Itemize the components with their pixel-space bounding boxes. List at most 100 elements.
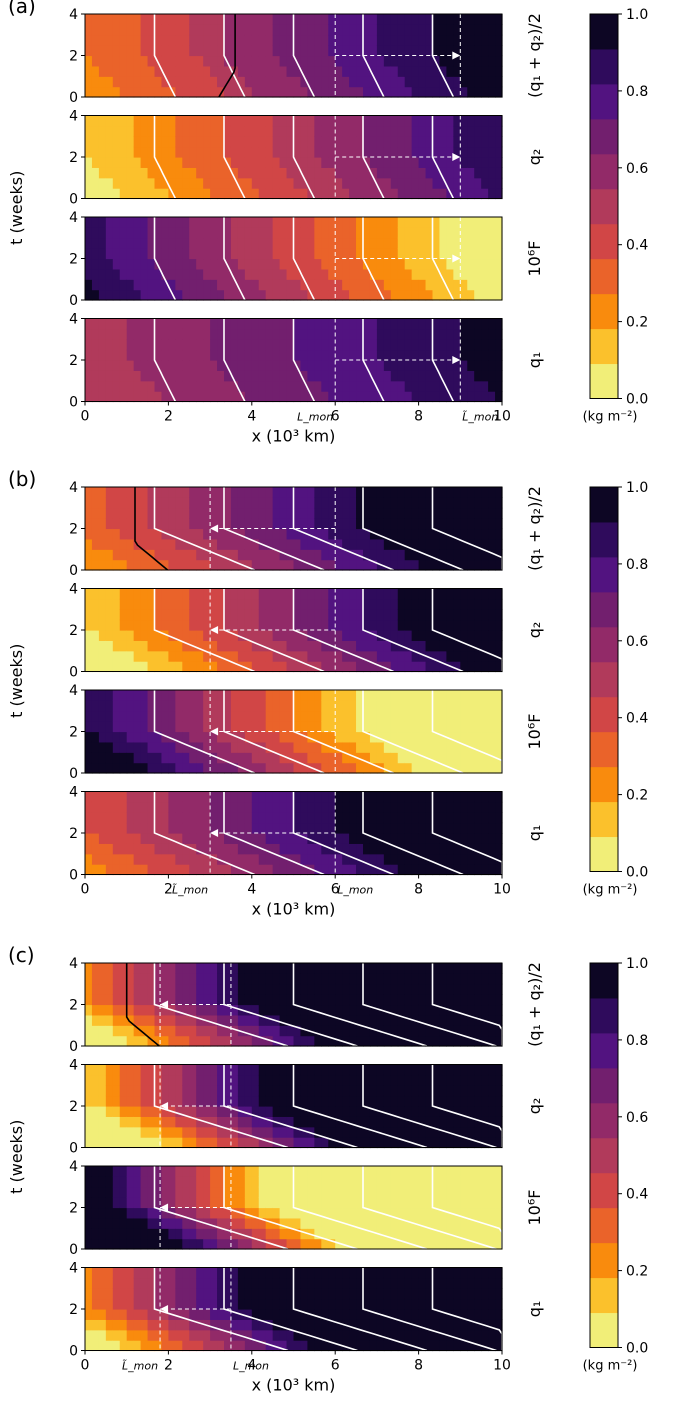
field-cell (112, 14, 121, 25)
field-cell (189, 1106, 197, 1117)
field-cell (356, 640, 364, 652)
field-cell (258, 237, 267, 249)
field-cell (460, 1014, 468, 1026)
field-cell (425, 588, 434, 600)
field-cell (230, 1025, 239, 1037)
field-cell (182, 76, 190, 88)
field-cell (112, 791, 121, 803)
field-cell (425, 710, 434, 722)
field-cell (126, 1126, 135, 1138)
field-cell (119, 370, 128, 382)
field-cell (217, 650, 225, 662)
field-cell (300, 146, 308, 158)
field-cell (147, 34, 156, 46)
field-cell (321, 812, 329, 824)
field-cell (279, 136, 288, 148)
field-cell (349, 1025, 357, 1037)
field-cell (314, 1095, 322, 1107)
field-cell (272, 1074, 281, 1086)
field-cell (453, 549, 461, 561)
field-cell (321, 1095, 329, 1107)
field-cell (390, 507, 399, 519)
field-cell (112, 598, 121, 610)
field-cell (467, 518, 475, 530)
field-cell (453, 559, 461, 571)
field-cell (397, 380, 406, 392)
field-cell (182, 1004, 190, 1016)
field-cell (307, 1095, 315, 1107)
contour-line (153, 487, 255, 571)
field-cell (335, 55, 343, 67)
field-cell (210, 994, 218, 1006)
field-cell (196, 1035, 204, 1047)
field-cell (321, 1035, 329, 1047)
field-cell (397, 752, 406, 764)
field-cell (133, 487, 142, 498)
field-cell (133, 86, 142, 98)
field-cell (474, 710, 482, 722)
field-cell (196, 864, 204, 876)
field-cell (286, 994, 295, 1006)
field-cell (321, 1074, 329, 1086)
field-cell (272, 994, 281, 1006)
field-cell (175, 1106, 183, 1117)
field-cell (481, 507, 489, 519)
field-cell (314, 1035, 322, 1047)
field-cell (342, 721, 350, 733)
field-cell (300, 598, 308, 610)
field-cell (112, 45, 121, 57)
field-cell (342, 497, 350, 509)
field-cell (196, 762, 204, 774)
field-cell (467, 328, 475, 340)
field-cell (91, 528, 100, 540)
field-cell (258, 360, 267, 371)
field-cell (85, 391, 93, 403)
field-cell (175, 630, 183, 641)
field-cell (91, 843, 100, 855)
field-cell (300, 1126, 308, 1138)
field-cell (168, 822, 176, 834)
field-cell (91, 661, 100, 673)
field-cell (182, 14, 190, 25)
field-cell (453, 630, 461, 641)
field-cell (314, 690, 322, 701)
field-cell (175, 983, 183, 995)
field-cell (495, 619, 503, 631)
field-cell (390, 188, 399, 200)
field-cell (85, 1116, 93, 1128)
field-cell (203, 1025, 211, 1037)
field-cell (363, 588, 371, 600)
field-cell (369, 339, 378, 351)
field-cell (147, 237, 156, 249)
field-cell (383, 549, 392, 561)
field-cell (258, 650, 267, 662)
field-cell (196, 538, 204, 550)
field-cell (105, 76, 114, 88)
field-cell (376, 268, 385, 280)
field-cell (356, 731, 364, 743)
field-cell (418, 157, 427, 168)
field-cell (335, 588, 343, 600)
field-cell (189, 487, 197, 498)
contour-line (292, 14, 316, 98)
field-cell (237, 507, 246, 519)
field-cell (161, 177, 169, 189)
field-cell (105, 963, 114, 974)
field-cell (251, 227, 260, 239)
field-cell (439, 1126, 447, 1138)
field-cell (488, 598, 496, 610)
field-cell (224, 380, 232, 392)
field-cell (133, 721, 142, 733)
field-cell (224, 588, 232, 600)
field-cell (98, 1106, 107, 1117)
field-cell (321, 55, 329, 67)
field-cell (133, 248, 142, 260)
field-cell (105, 833, 114, 844)
field-cell (349, 360, 357, 371)
field-cell (161, 1035, 169, 1047)
field-cell (432, 791, 441, 803)
field-cell (356, 86, 364, 98)
field-cell (196, 1116, 204, 1128)
field-cell (154, 318, 163, 330)
field-cell (196, 690, 204, 701)
